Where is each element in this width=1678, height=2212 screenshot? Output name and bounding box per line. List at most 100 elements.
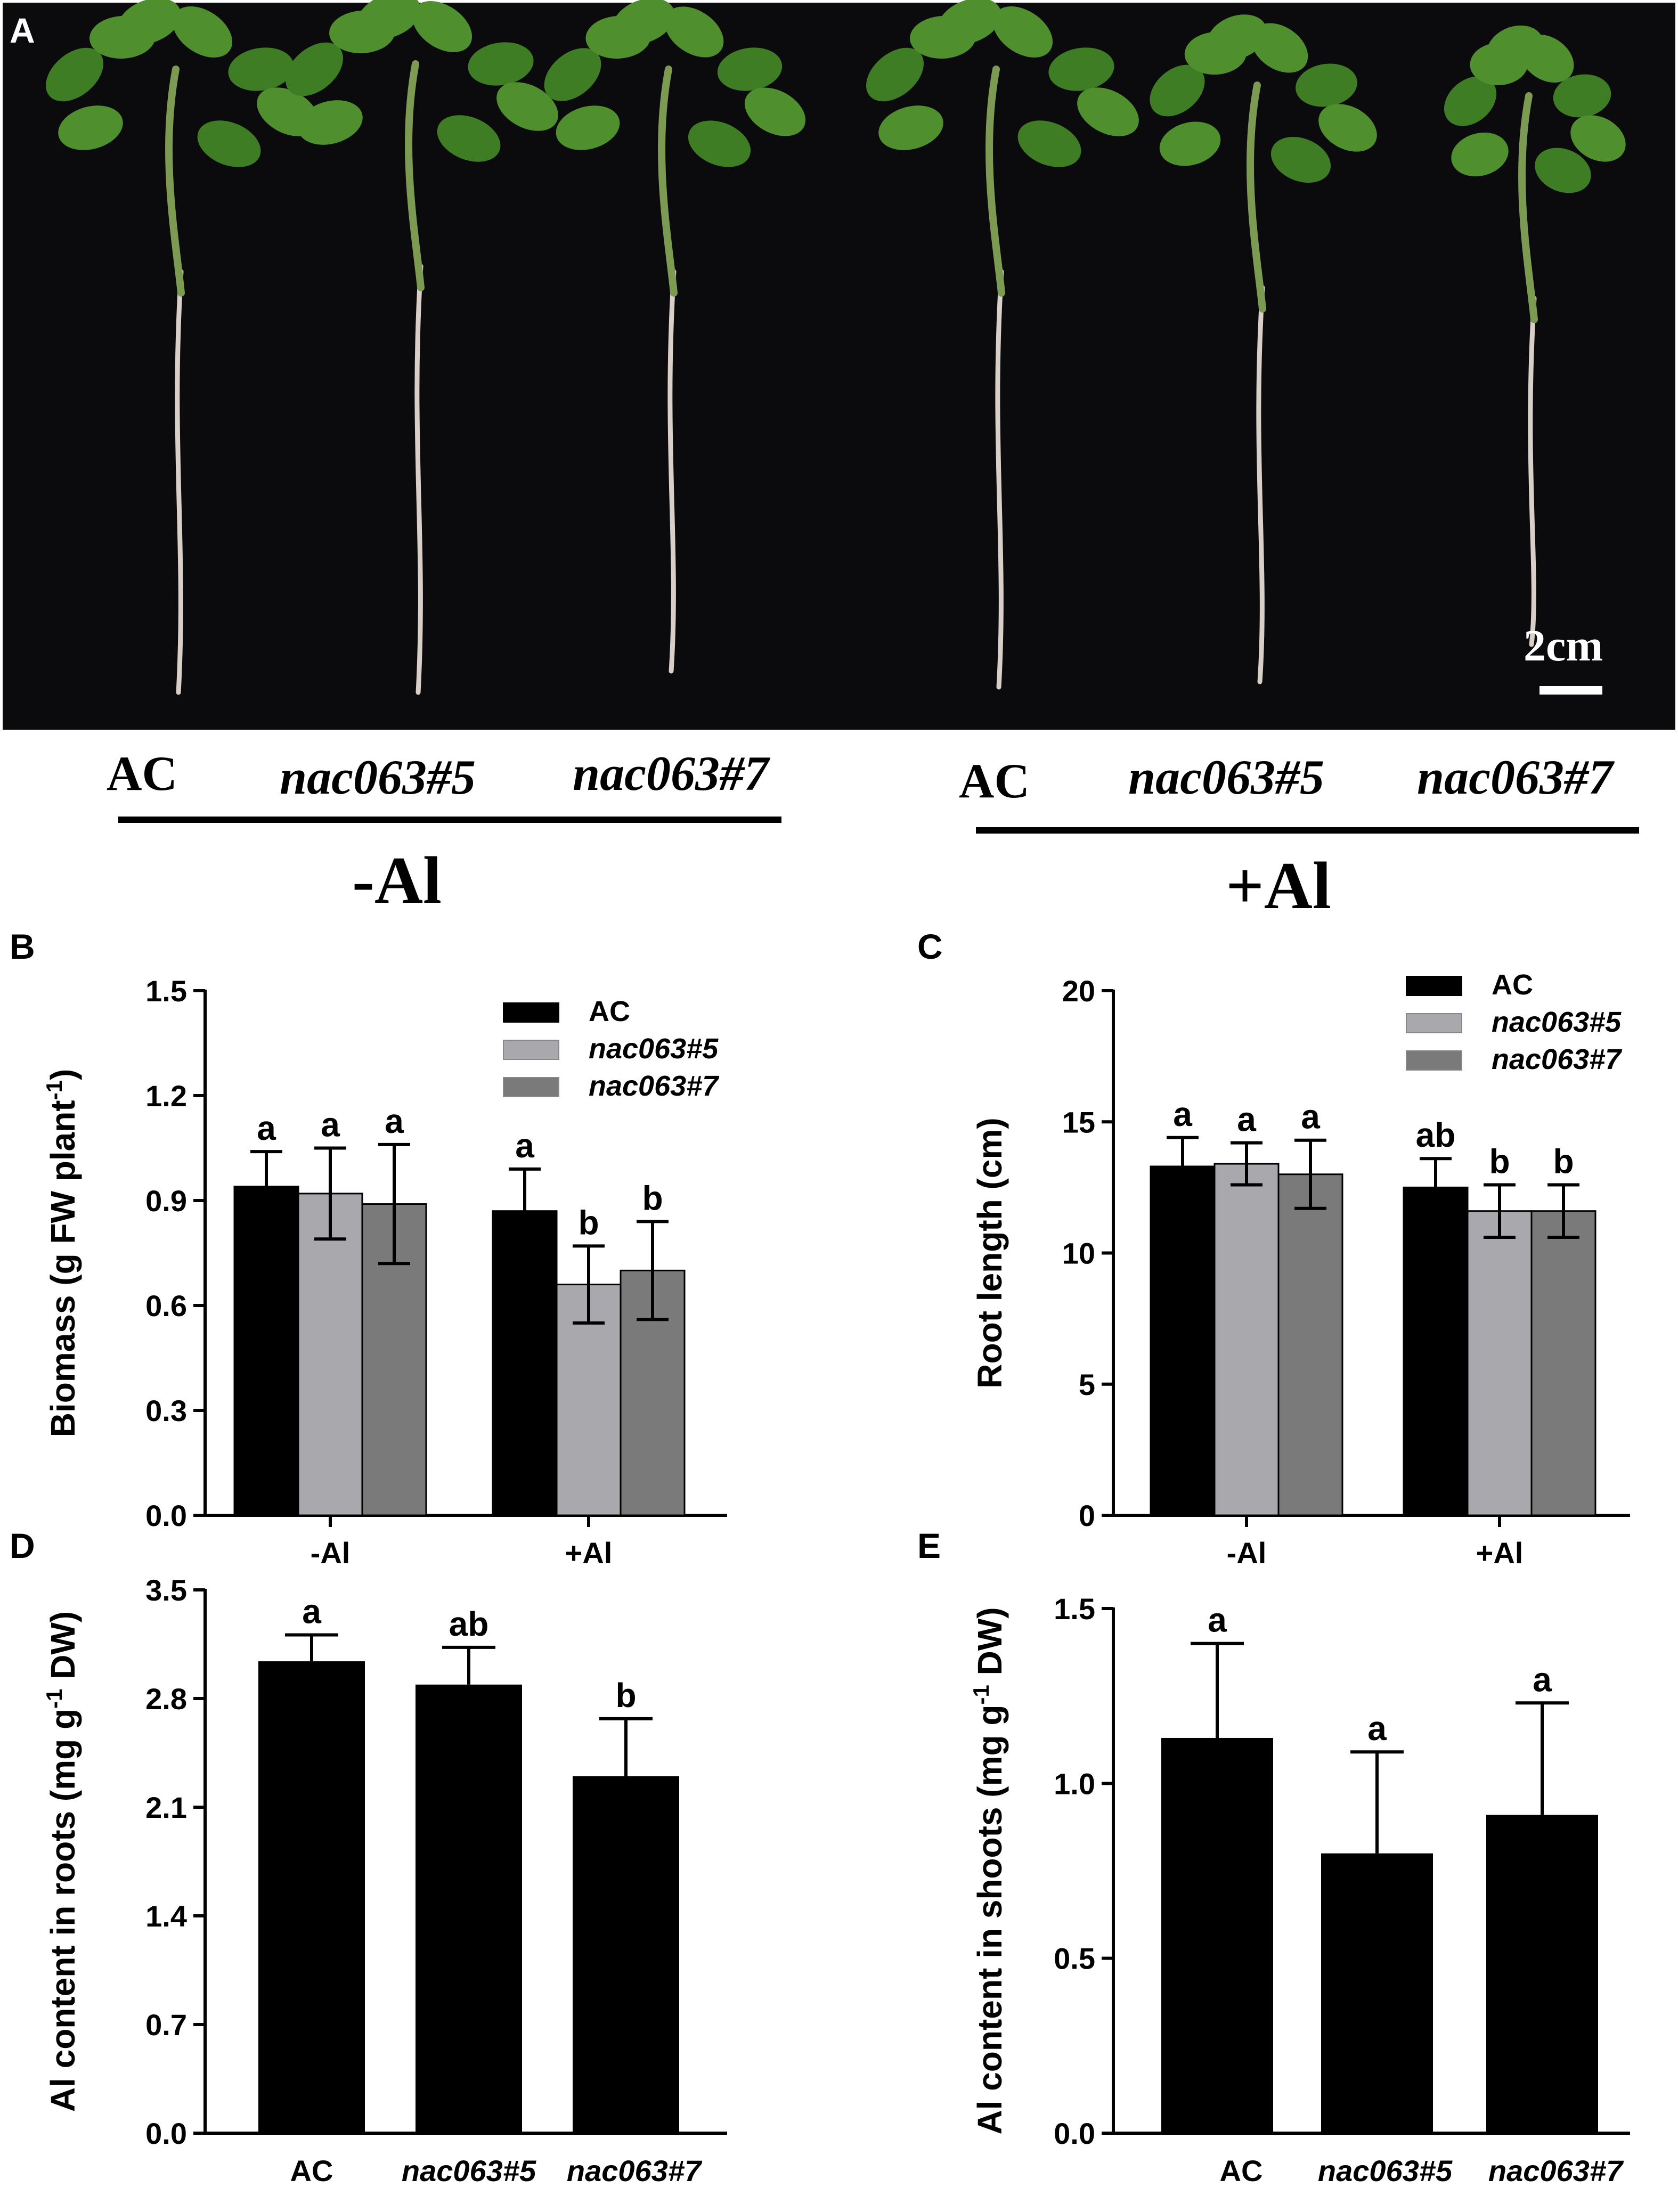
x-tick-label: nac063#5: [1318, 2154, 1453, 2187]
plant: [1150, 14, 1377, 684]
group-bar-right: [976, 827, 1639, 834]
significance-letter: a: [1208, 1601, 1227, 1639]
bar: [1467, 1210, 1533, 1516]
plant-leaf: [866, 47, 924, 102]
legend-label: AC: [1492, 969, 1533, 1001]
chart-biomass: 0.0 0.3 0.6 0.9 1.2 1.5 Biomass (g FW plant-1)…: [42, 974, 727, 1570]
panel-b-letter: B: [10, 927, 35, 966]
panel-a-letter: A: [10, 11, 35, 50]
plant-leaf: [412, 1, 473, 52]
y-tick-label: 5: [1079, 1368, 1095, 1401]
plant-leaf: [1451, 132, 1509, 177]
plant-leaf: [1296, 63, 1357, 107]
plant-root: [667, 269, 677, 674]
legend-label: nac063#5: [589, 1033, 719, 1065]
y-axis-title: Biomass (g FW plant-1): [42, 1069, 82, 1438]
significance-letter: a: [302, 1593, 321, 1631]
genotype-label-nac063-5-left: nac063#5: [280, 750, 476, 804]
y-tick-label: 1.2: [145, 1079, 187, 1113]
significance-letter: a: [1367, 1709, 1387, 1748]
plant-leaf: [1553, 74, 1611, 118]
plant: [544, 0, 806, 674]
plant-leaf: [1159, 121, 1221, 166]
plant-stem: [658, 66, 678, 297]
genotype-label-ac-left: AC: [107, 746, 177, 801]
plant-leaf: [744, 87, 806, 136]
significance-letter: b: [578, 1203, 599, 1242]
plant-leaf: [1535, 148, 1591, 193]
significance-letter: a: [1533, 1660, 1552, 1699]
y-tick-label: 0.0: [1054, 2117, 1095, 2150]
panel-a: A 2cm: [3, 0, 1675, 730]
plant-leaf: [1487, 25, 1543, 71]
y-tick-label: 0.5: [1054, 1942, 1095, 1976]
plant-leaf: [117, 0, 181, 45]
y-tick-label: 2.8: [145, 1682, 187, 1716]
bar: [492, 1210, 558, 1516]
bar: [1403, 1186, 1469, 1516]
plant-leaf: [688, 120, 751, 167]
plant-leaf: [496, 82, 558, 131]
legend-swatch: [1406, 1013, 1462, 1033]
legend-swatch: [503, 1002, 559, 1023]
significance-letter: a: [1237, 1100, 1256, 1139]
significance-letter: a: [257, 1109, 276, 1147]
y-tick-label: 0.0: [145, 2117, 187, 2150]
plant-leaf: [1270, 136, 1331, 183]
panel-c-letter: C: [917, 927, 943, 966]
y-axis-title: Al content in roots (mg g-1 DW): [42, 1611, 82, 2112]
panel-d-letter: D: [10, 1526, 35, 1565]
plant-leaf: [556, 105, 620, 150]
plant-leaf: [298, 100, 363, 145]
bar: [1321, 1853, 1433, 2133]
genotype-label-ac-right: AC: [959, 754, 1030, 808]
chart-al-shoots: 0.0 0.5 1.0 1.5 Al content in shoots (mg g-1…: [968, 1592, 1630, 2187]
genotype-label-nac063-7-right: nac063#7: [1417, 750, 1615, 804]
plant-stem: [1518, 92, 1538, 323]
condition-label-left: -Al: [352, 844, 442, 918]
bar: [573, 1776, 679, 2133]
x-tick-label: AC: [290, 2154, 333, 2187]
plant-leaf: [612, 0, 675, 45]
x-tick-label: nac063#7: [567, 2154, 703, 2187]
scale-bar: [1539, 686, 1602, 695]
bar: [297, 1193, 363, 1516]
y-tick-label: 0.3: [145, 1394, 187, 1427]
y-tick-label: 10: [1062, 1237, 1095, 1270]
plant-stem: [405, 60, 425, 291]
significance-letter: b: [1553, 1142, 1574, 1180]
plant-leaf: [1150, 64, 1205, 117]
plant-leaf: [197, 120, 261, 167]
y-tick-label: 3.5: [145, 1573, 187, 1607]
y-tick-label: 15: [1062, 1105, 1095, 1139]
y-tick-label: 1.5: [1054, 1592, 1095, 1626]
group-bar-left: [118, 817, 781, 823]
legend-swatch: [1406, 1050, 1462, 1071]
plant-leaf: [1444, 76, 1497, 126]
plant-stem: [985, 66, 1005, 297]
plant-leaf: [228, 47, 294, 91]
significance-letter: a: [321, 1106, 340, 1144]
plant-leaf: [1570, 115, 1626, 162]
x-tick-label: -Al: [1227, 1536, 1267, 1570]
plant-root: [1528, 296, 1537, 647]
plant-stem: [1247, 81, 1266, 313]
plant-leaf: [1207, 14, 1267, 60]
plant-root: [175, 269, 184, 695]
y-axis-title: Al content in shoots (mg g-1 DW): [968, 1607, 1009, 2134]
scale-bar-label: 2cm: [1524, 621, 1603, 671]
plant-stem: [165, 66, 185, 297]
y-tick-label: 2.1: [145, 1791, 187, 1824]
bar: [1161, 1737, 1273, 2133]
plant-leaf: [992, 6, 1053, 58]
plant-leaf: [468, 42, 534, 86]
bar: [258, 1661, 365, 2133]
y-tick-label: 0.7: [145, 2008, 187, 2042]
chart-al-roots: 0.0 0.7 1.4 2.1 2.8 3.5 Al content in roots (m…: [42, 1573, 727, 2187]
plant-leaf: [172, 6, 233, 58]
plant-root: [414, 264, 423, 695]
y-tick-label: 1.5: [145, 974, 187, 1008]
plant-leaf: [45, 47, 104, 102]
x-tick-label: nac063#7: [1488, 2154, 1624, 2187]
